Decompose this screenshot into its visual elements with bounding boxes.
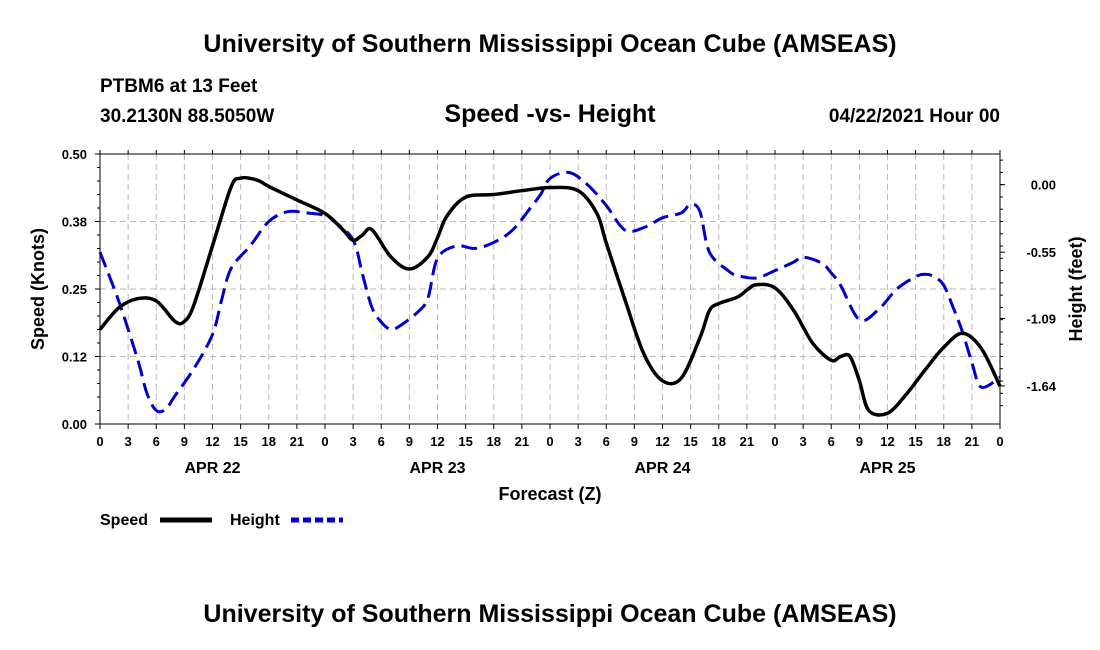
x-tick-label: 12 xyxy=(430,434,444,449)
x-tick-label: 18 xyxy=(712,434,726,449)
x-tick-label: 21 xyxy=(965,434,979,449)
x-tick-label: 9 xyxy=(181,434,188,449)
x-tick-label: 15 xyxy=(233,434,247,449)
date-label: APR 24 xyxy=(634,460,690,477)
x-tick-label: 0 xyxy=(996,434,1003,449)
y2-tick-label: 0.00 xyxy=(1031,178,1056,193)
x-tick-label: 21 xyxy=(515,434,529,449)
axis-ticks: 0 3 6 9 12 15 18 21 0 3 6 9 12 15 18 21 0 3 6 9 12 15 18 21 0 3 6 9… xyxy=(62,147,1057,477)
bottom-title: University of Southern Mississippi Ocean… xyxy=(203,600,897,628)
y2-axis-label: Height (feet) xyxy=(1066,237,1086,342)
x-tick-label: 12 xyxy=(655,434,669,449)
speed-series-line xyxy=(98,175,1002,417)
x-tick-label: 18 xyxy=(937,434,951,449)
y-tick-label: 0.12 xyxy=(62,350,87,365)
top-title: University of Southern Mississippi Ocean… xyxy=(203,30,897,58)
legend-height-label: Height xyxy=(230,512,280,529)
x-tick-label: 0 xyxy=(546,434,553,449)
x-tick-label: 15 xyxy=(908,434,922,449)
y2-tick-label: -1.09 xyxy=(1026,311,1056,326)
x-tick-label: 0 xyxy=(321,434,328,449)
x-tick-label: 3 xyxy=(125,434,132,449)
x-tick-label: 6 xyxy=(828,434,835,449)
x-tick-label: 12 xyxy=(205,434,219,449)
x-tick-label: 21 xyxy=(740,434,754,449)
date-label: APR 25 xyxy=(859,460,915,477)
x-tick-label: 6 xyxy=(603,434,610,449)
y-tick-label: 0.38 xyxy=(62,215,87,230)
y2-tick-label: -0.55 xyxy=(1026,245,1056,260)
x-tick-label: 9 xyxy=(856,434,863,449)
datetime-label: 04/22/2021 Hour 00 xyxy=(828,106,1000,127)
legend: Speed Height xyxy=(100,512,343,529)
x-axis-label: Forecast (Z) xyxy=(498,484,601,504)
x-tick-label: 12 xyxy=(880,434,894,449)
x-tick-label: 15 xyxy=(683,434,697,449)
x-tick-label: 0 xyxy=(96,434,103,449)
chart-title: Speed -vs- Height xyxy=(444,100,656,128)
date-label: APR 23 xyxy=(409,460,465,477)
y-tick-label: 0.50 xyxy=(62,147,87,162)
y-tick-label: 0.00 xyxy=(62,417,87,432)
x-tick-label: 18 xyxy=(262,434,276,449)
x-tick-label: 15 xyxy=(458,434,472,449)
x-tick-label: 21 xyxy=(290,434,304,449)
date-label: APR 22 xyxy=(184,460,240,477)
station-label: PTBM6 at 13 Feet xyxy=(100,76,258,97)
y-tick-label: 0.25 xyxy=(62,282,87,297)
x-tick-label: 3 xyxy=(800,434,807,449)
x-tick-label: 9 xyxy=(631,434,638,449)
x-tick-label: 0 xyxy=(771,434,778,449)
x-tick-label: 3 xyxy=(575,434,582,449)
y2-tick-label: -1.64 xyxy=(1026,379,1056,394)
x-tick-label: 6 xyxy=(153,434,160,449)
x-tick-label: 9 xyxy=(406,434,413,449)
grid-lines xyxy=(100,154,1000,424)
height-series-line xyxy=(98,170,1001,414)
y-axis-label: Speed (Knots) xyxy=(28,228,48,350)
x-tick-label: 18 xyxy=(487,434,501,449)
x-tick-label: 3 xyxy=(350,434,357,449)
x-tick-label: 6 xyxy=(378,434,385,449)
coordinates-label: 30.2130N 88.5050W xyxy=(100,106,275,127)
legend-speed-label: Speed xyxy=(100,512,148,529)
series-lines xyxy=(98,170,1002,417)
